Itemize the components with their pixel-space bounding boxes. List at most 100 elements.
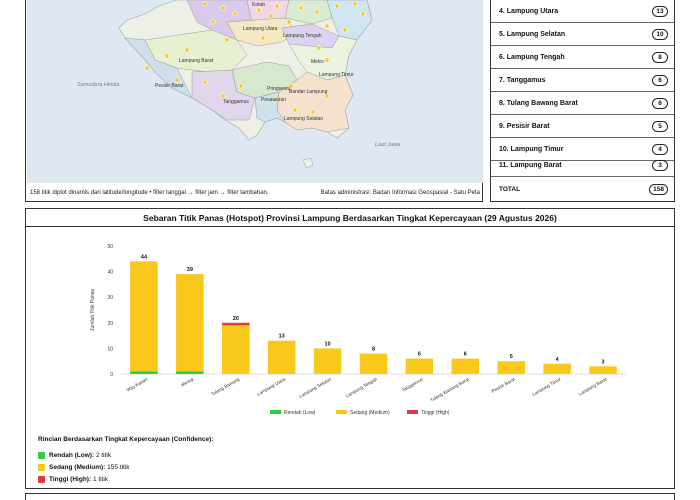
bar-segment[interactable] — [176, 371, 204, 374]
hotspot-marker[interactable] — [268, 13, 274, 19]
ranking-row[interactable]: 11. Lampung Barat 3 — [491, 155, 674, 177]
legend-swatch — [336, 410, 347, 414]
hotspot-marker[interactable] — [292, 107, 298, 113]
bar-segment[interactable] — [176, 274, 204, 372]
confidence-summary-item: Sedang (Medium): 155 titik — [38, 461, 213, 473]
ranking-row[interactable]: 8. Tulang Bawang Barat 6 — [491, 92, 674, 115]
map-label-pesisir-barat: Pesisir Barat — [155, 83, 184, 89]
bar-value-label: 4 — [556, 357, 560, 363]
ranking-row[interactable]: 10. Lampung Timur 4 — [491, 138, 674, 161]
ranking-label: 9. Pesisir Barat — [499, 122, 550, 130]
bar-value-label: 39 — [187, 267, 193, 273]
ranking-row[interactable]: 5. Lampung Selatan 10 — [491, 23, 674, 46]
region-lampung-selatan[interactable] — [276, 71, 354, 133]
hotspot-marker[interactable] — [274, 3, 280, 9]
y-tick-label: 50 — [107, 244, 113, 250]
bar-segment[interactable] — [543, 363, 571, 374]
map-label-samudera-hindia: Samudera Hindia — [77, 82, 120, 88]
map-label-lampung-barat: Lampung Barat — [179, 58, 214, 64]
hotspot-marker[interactable] — [324, 57, 330, 63]
hotspot-marker[interactable] — [298, 5, 304, 11]
map-footer: 158 titik diplot dinamis dari latitude/l… — [30, 186, 480, 200]
next-section-edge — [25, 493, 675, 500]
map-label-lampung-utara: Lampung Utara — [243, 26, 278, 32]
ranking-label: 10. Lampung Timur — [499, 145, 564, 153]
hotspot-marker[interactable] — [220, 5, 226, 11]
ranking-count-badge: 13 — [652, 5, 668, 17]
ranking-total-row: TOTAL 158 — [491, 178, 674, 201]
map-label-laut-jawa: Laut Jawa — [375, 142, 400, 148]
bar-segment[interactable] — [405, 358, 434, 374]
x-tick-label: Lampung Timur — [531, 376, 562, 397]
bar-segment[interactable] — [451, 358, 480, 374]
y-axis-title: Jumlah Titik Panas — [90, 289, 96, 331]
hotspot-marker[interactable] — [286, 19, 292, 25]
bar-segment[interactable] — [130, 371, 158, 374]
hotspot-map[interactable]: Kotab Lampung Utara Lampung Tengah Lampu… — [27, 0, 483, 183]
hotspot-marker[interactable] — [324, 23, 330, 29]
hotspot-marker[interactable] — [342, 27, 348, 33]
bar-value-label: 5 — [510, 354, 513, 360]
ranking-count-badge: 5 — [652, 120, 668, 132]
map-label-bandar-lampung: Bandar Lampung — [289, 89, 328, 95]
legend-swatch — [270, 410, 281, 414]
bar-value-label: 6 — [418, 352, 421, 358]
hotspot-marker[interactable] — [324, 93, 330, 99]
legend-label: Sedang (Medium) — [350, 410, 390, 416]
bar-segment[interactable] — [589, 366, 617, 374]
hotspot-marker[interactable] — [202, 1, 208, 7]
hotspot-marker[interactable] — [202, 79, 208, 85]
ranking-row[interactable]: 6. Lampung Tengah 8 — [491, 46, 674, 69]
bar-value-label: 10 — [325, 341, 331, 347]
hotspot-marker[interactable] — [310, 109, 316, 115]
bar-value-label: 44 — [141, 254, 148, 260]
bar-segment[interactable] — [130, 261, 158, 372]
hotspot-marker[interactable] — [164, 53, 170, 59]
hotspot-marker[interactable] — [220, 93, 226, 99]
hotspot-marker[interactable] — [210, 19, 216, 25]
x-tick-label: Pesisir Barat — [491, 376, 517, 394]
ranking-total-label: TOTAL — [499, 186, 521, 193]
hotspot-marker[interactable] — [316, 45, 322, 51]
ranking-count-badge: 3 — [652, 160, 668, 171]
hotspot-marker[interactable] — [260, 35, 266, 41]
map-footer-source: Batas administrasi: Badan Informasi Geos… — [320, 190, 480, 196]
map-label-lampung-selatan: Lampung Selatan — [284, 116, 323, 122]
ranking-count-badge: 8 — [652, 51, 668, 63]
chart-legend: Rendah (Low) Sedang (Medium) Tinggi (High) — [270, 410, 450, 416]
bar-segment[interactable] — [222, 322, 250, 326]
bar-value-label: 6 — [464, 352, 467, 358]
hotspot-marker[interactable] — [224, 37, 230, 43]
hotspot-marker[interactable] — [352, 1, 358, 7]
bar-segment[interactable] — [497, 361, 525, 374]
hotspot-marker[interactable] — [360, 11, 366, 17]
bar-segment[interactable] — [222, 325, 250, 374]
hotspot-marker[interactable] — [232, 11, 238, 17]
bar-segment[interactable] — [359, 353, 388, 374]
bar-chart: Jumlah Titik Panas 0 10 20 30 40 50 44 39 20 13 1… — [90, 244, 626, 416]
hotspot-marker[interactable] — [334, 3, 340, 9]
confidence-summary: Rincian Berdasarkan Tingkat Kepercayaan … — [38, 436, 213, 485]
hotspot-marker[interactable] — [314, 9, 320, 15]
hotspot-marker[interactable] — [144, 65, 150, 71]
region-tulang-bawang-barat[interactable] — [284, 0, 333, 25]
region-lampung-timur[interactable] — [288, 35, 358, 81]
hotspot-marker[interactable] — [238, 83, 244, 89]
ranking-count-badge: 10 — [652, 28, 668, 40]
hotspot-marker[interactable] — [256, 7, 262, 13]
ranking-row[interactable]: 4. Lampung Utara 13 — [491, 0, 674, 23]
hotspot-marker[interactable] — [184, 47, 190, 53]
ranking-label: 7. Tanggamus — [499, 76, 546, 84]
chart-title: Sebaran Titik Panas (Hotspot) Provinsi L… — [26, 209, 674, 227]
y-tick-label: 10 — [107, 346, 113, 352]
ranking-row[interactable]: 7. Tanggamus 6 — [491, 69, 674, 92]
x-tick-label: Way Kanan — [126, 376, 149, 392]
bar-segment[interactable] — [313, 348, 342, 374]
bar-segment[interactable] — [267, 340, 296, 374]
hotspot-markers — [144, 1, 366, 115]
hotspot-marker[interactable] — [272, 97, 278, 103]
ranking-row[interactable]: 9. Pesisir Barat 5 — [491, 115, 674, 138]
bar-value-label: 20 — [233, 316, 239, 322]
hotspot-marker[interactable] — [174, 77, 180, 83]
hotspot-marker[interactable] — [288, 83, 294, 89]
